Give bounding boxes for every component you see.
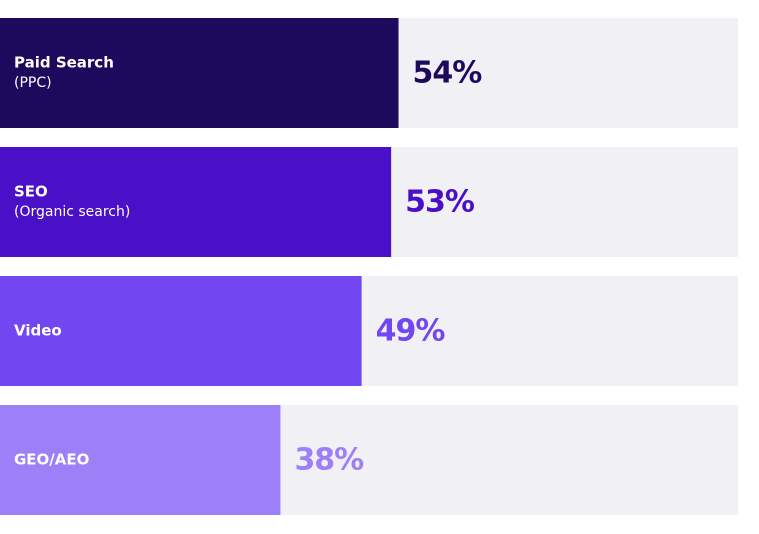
bar xyxy=(0,18,399,128)
value-label: 53% xyxy=(405,185,475,220)
value-label: 38% xyxy=(294,443,364,478)
value-label: 54% xyxy=(413,56,483,91)
category-label: Paid Search xyxy=(14,54,114,72)
value-label: 49% xyxy=(376,314,446,349)
category-label: Video xyxy=(14,322,62,340)
category-label: GEO/AEO xyxy=(14,451,89,469)
category-label: SEO xyxy=(14,183,48,201)
category-note: (PPC) xyxy=(14,75,52,91)
bar xyxy=(0,405,281,515)
bar xyxy=(0,276,362,386)
bar xyxy=(0,147,392,257)
category-note: (Organic search) xyxy=(14,204,130,220)
